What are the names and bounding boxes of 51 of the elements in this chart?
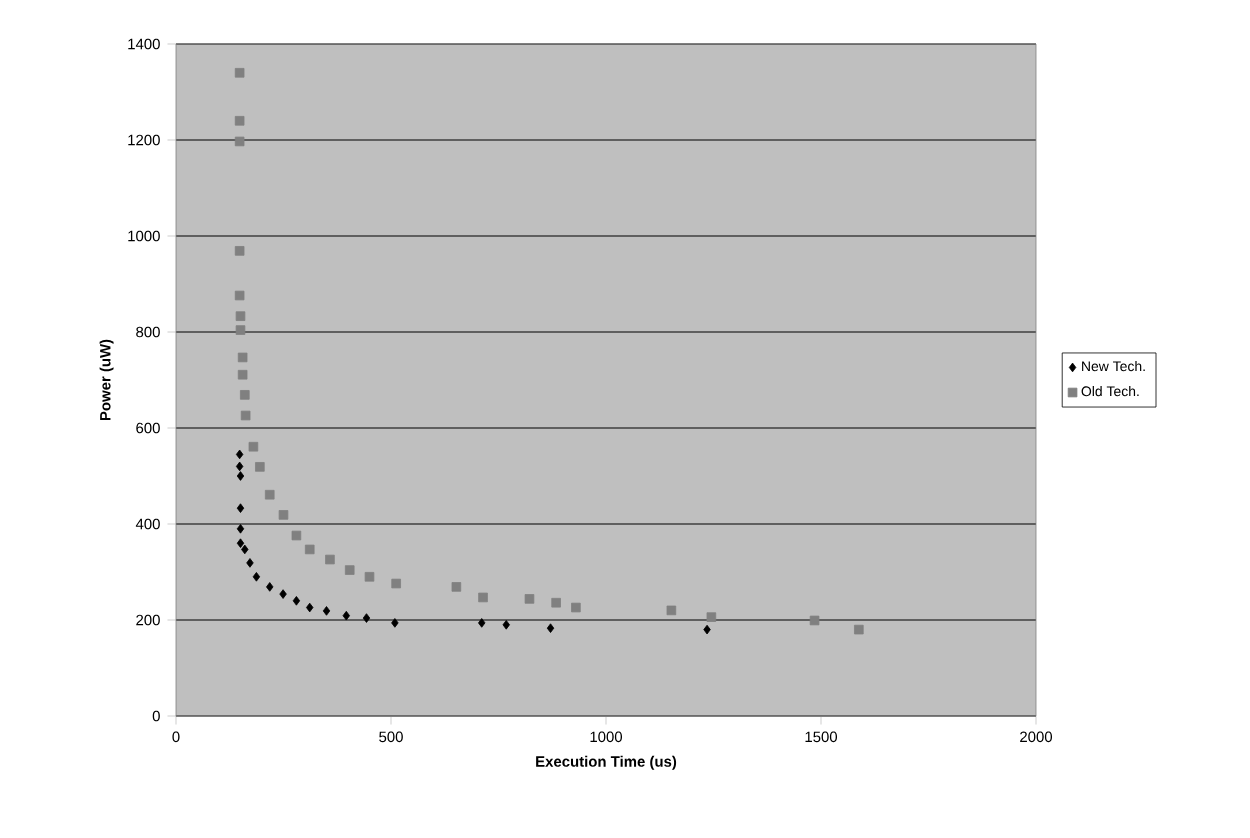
point — [278, 510, 289, 520]
point — [234, 246, 245, 256]
point — [234, 290, 245, 301]
point — [306, 602, 314, 613]
point — [325, 554, 335, 565]
point — [666, 605, 677, 616]
point — [236, 524, 245, 534]
point — [342, 610, 350, 621]
point — [246, 558, 254, 568]
point — [235, 461, 244, 472]
point — [291, 530, 302, 541]
point — [234, 116, 245, 126]
point — [322, 606, 331, 616]
point — [236, 471, 245, 481]
point — [854, 624, 864, 635]
point — [248, 441, 259, 452]
point — [451, 582, 462, 592]
point — [391, 578, 401, 589]
point — [551, 597, 561, 608]
point — [502, 620, 510, 630]
point — [255, 462, 265, 472]
point — [478, 592, 488, 603]
point — [524, 594, 535, 604]
point — [235, 449, 244, 460]
point — [237, 352, 248, 363]
point — [344, 565, 355, 575]
point — [241, 544, 249, 555]
point — [362, 613, 371, 623]
point — [236, 503, 245, 513]
point — [809, 615, 820, 626]
point — [546, 623, 555, 633]
point — [236, 538, 245, 548]
point — [571, 602, 581, 613]
point — [264, 489, 275, 500]
point — [706, 612, 717, 622]
point — [240, 390, 250, 400]
point — [234, 136, 245, 147]
point — [478, 618, 486, 628]
point — [235, 325, 246, 335]
point — [703, 624, 711, 635]
point — [266, 582, 274, 592]
point — [252, 572, 261, 582]
point — [279, 589, 287, 599]
point — [364, 572, 375, 582]
point — [235, 311, 246, 321]
point — [240, 410, 251, 421]
point — [292, 596, 301, 606]
point — [234, 68, 245, 78]
point — [391, 618, 399, 628]
point — [237, 369, 248, 380]
point — [304, 544, 315, 555]
